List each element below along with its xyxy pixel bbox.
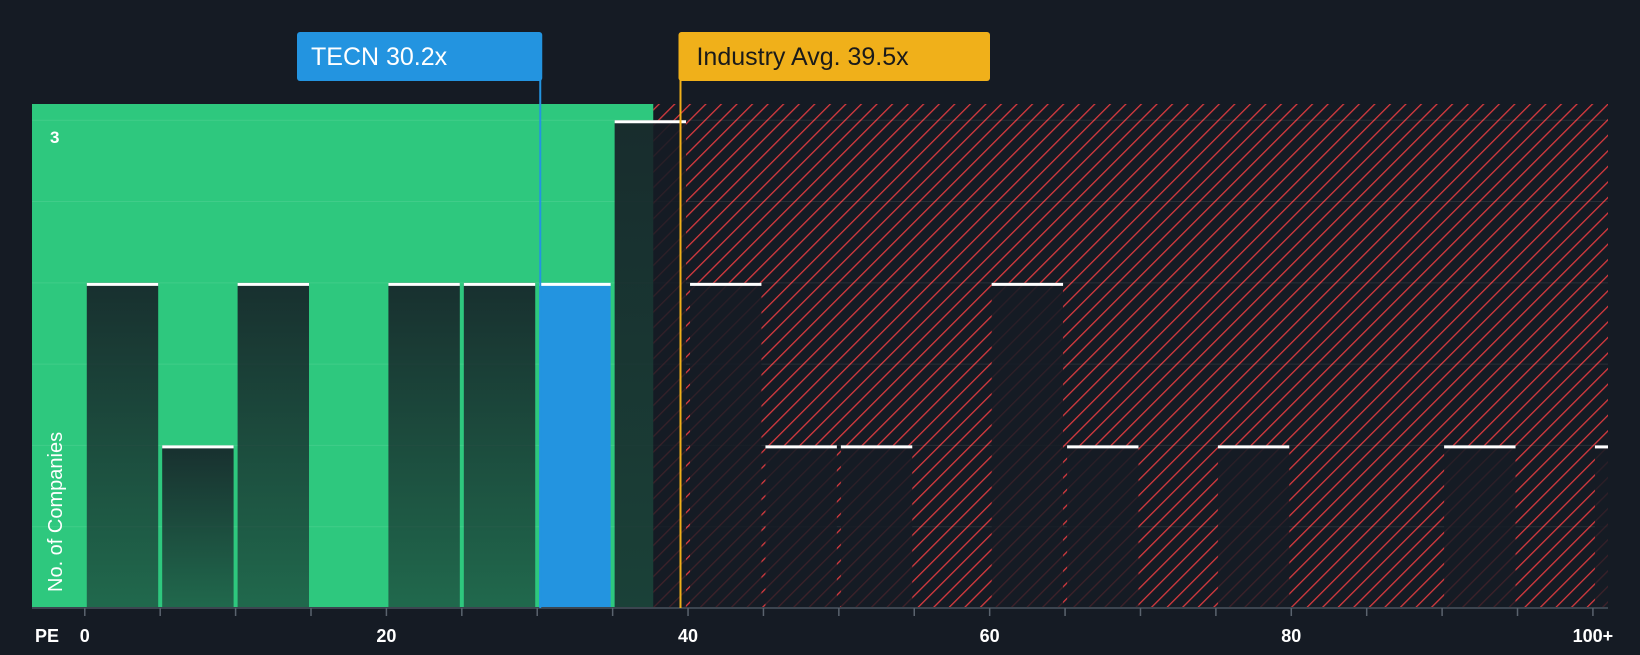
bar-group (539, 282, 611, 608)
company-callout-box (297, 32, 543, 81)
x-tick-label: 80 (1281, 626, 1301, 646)
bar-group (1444, 445, 1516, 608)
bar (690, 282, 762, 608)
bar-group (614, 120, 687, 609)
industry-avg-callout-label: Industry Avg. 39.5x (696, 43, 909, 71)
x-tick-label: 40 (678, 626, 698, 646)
bar (463, 282, 536, 608)
x-tick-label: 0 (80, 626, 90, 646)
bar-group (162, 445, 234, 608)
x-axis-title: PE (35, 626, 59, 646)
bar-group (1067, 445, 1139, 608)
bar-group (237, 282, 310, 608)
y-tick-label: 3 (50, 128, 59, 147)
industry-avg-callout: Industry Avg. 39.5x (678, 32, 990, 81)
company-callout: TECN 30.2x (297, 32, 543, 81)
bar-group (690, 282, 762, 608)
bar-group (1217, 445, 1290, 608)
bar-group (86, 282, 159, 608)
x-tick-label: 100+ (1573, 626, 1614, 646)
bar (840, 445, 913, 608)
bar-group (991, 282, 1064, 608)
bar-group (840, 445, 913, 608)
y-axis-title: No. of Companies (45, 432, 67, 592)
bar (614, 120, 687, 609)
bar (1067, 445, 1139, 608)
bar-group (463, 282, 536, 608)
bar (765, 445, 837, 608)
bars (86, 120, 1608, 609)
x-tick-label: 20 (376, 626, 396, 646)
bar (1444, 445, 1516, 608)
bar (991, 282, 1064, 608)
company-callout-label: TECN 30.2x (311, 43, 448, 71)
bar (1594, 445, 1608, 608)
bar-group (765, 445, 837, 608)
bar (86, 282, 159, 608)
bar (1217, 445, 1290, 608)
bar (388, 282, 460, 608)
industry-avg-callout-box (678, 32, 990, 81)
x-axis-ticks: 0 20 40 60 80 100+ (80, 608, 1613, 646)
bar (237, 282, 310, 608)
bar-group (1594, 445, 1608, 608)
x-tick-label: 60 (980, 626, 1000, 646)
bar-group (388, 282, 460, 608)
bar (162, 445, 234, 608)
company-bar (539, 282, 611, 608)
